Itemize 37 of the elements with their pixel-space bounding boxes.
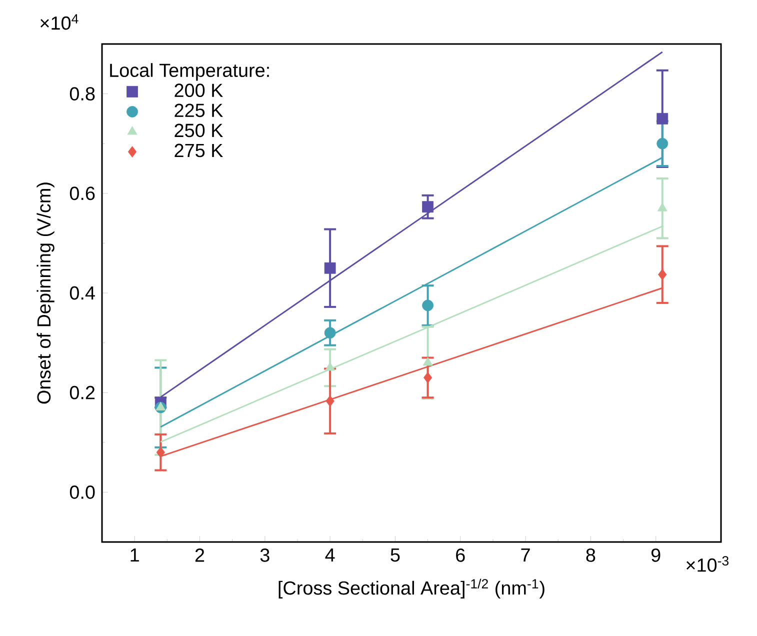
point	[324, 262, 336, 274]
point	[657, 202, 668, 212]
point	[658, 268, 667, 280]
legend-label: 250 K	[174, 124, 223, 138]
x-tick-label: 1	[130, 548, 139, 562]
x-tick-label: 4	[325, 548, 335, 562]
legend-label: 275 K	[174, 144, 223, 158]
y-tick-label: 0.0	[70, 485, 95, 499]
x-tick-label: 6	[456, 548, 465, 562]
point	[422, 300, 434, 312]
y-tick-label: 0.4	[70, 286, 95, 300]
x-axis-title: [Cross Sectional Area]$^{-1/2}$ (nm$^{-1}$)	[278, 578, 544, 598]
x-tick-label: 8	[586, 548, 596, 562]
legend-title: Local Temperature:	[110, 63, 269, 81]
point	[422, 357, 433, 366]
x-tick-label: 2	[195, 548, 204, 562]
y-tick-label: 0.8	[70, 87, 95, 100]
point	[326, 395, 334, 407]
legend-label: 200 K	[174, 84, 223, 98]
y-tick-label: 0.6	[70, 186, 95, 200]
point	[656, 112, 668, 124]
legend-label: 225 K	[174, 104, 223, 118]
point	[156, 402, 166, 410]
x-tick-label: 7	[521, 548, 530, 562]
point	[325, 362, 336, 371]
x-tick-label: 5	[390, 548, 400, 562]
text: ×10$^{-3}$	[686, 556, 729, 572]
x-tick-label: 9	[651, 548, 660, 562]
point	[156, 446, 165, 458]
text: ×10$^{4}$	[40, 14, 78, 30]
point	[423, 372, 432, 384]
y-tick-label: 0.2	[70, 386, 95, 400]
x-tick-label: 3	[260, 548, 270, 562]
y-axis-title: Onset of Depinning (V/cm)	[36, 182, 54, 404]
point	[324, 327, 336, 339]
point	[422, 201, 434, 213]
point	[656, 138, 668, 150]
